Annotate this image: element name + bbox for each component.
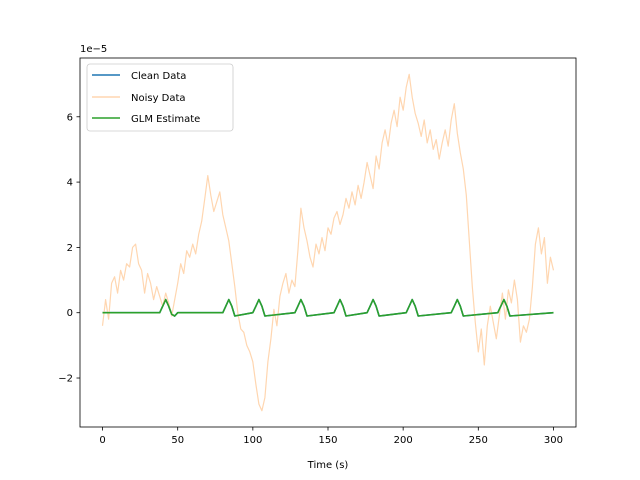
series-line-glm-estimate	[102, 298, 554, 317]
x-tick-label: 100	[243, 435, 262, 446]
y-tick-label: 2	[67, 243, 73, 254]
y-tick-label: 6	[67, 112, 73, 123]
x-tick-label: 250	[469, 435, 488, 446]
y-axis: −2 0 2 4 6	[58, 112, 80, 385]
y-offset-text: 1e−5	[80, 44, 107, 55]
y-tick-label: −2	[58, 374, 73, 385]
legend-label-glm: GLM Estimate	[131, 114, 200, 125]
legend-label-clean: Clean Data	[131, 71, 186, 82]
legend-box	[86, 63, 234, 132]
x-axis: 0 50 100 150 200 250 300	[99, 427, 563, 446]
series-line-noisy-data	[101, 73, 555, 412]
y-tick-label: 0	[67, 308, 73, 319]
legend-label-noisy: Noisy Data	[131, 93, 186, 104]
x-axis-label: Time (s)	[307, 460, 349, 471]
x-tick-label: 50	[171, 435, 184, 446]
x-tick-label: 300	[544, 435, 563, 446]
x-tick-label: 0	[99, 435, 105, 446]
x-tick-label: 200	[394, 435, 413, 446]
y-tick-label: 4	[67, 178, 73, 189]
series-layer	[101, 73, 555, 412]
legend: Clean Data Noisy Data GLM Estimate	[86, 63, 234, 132]
x-tick-label: 150	[318, 435, 337, 446]
